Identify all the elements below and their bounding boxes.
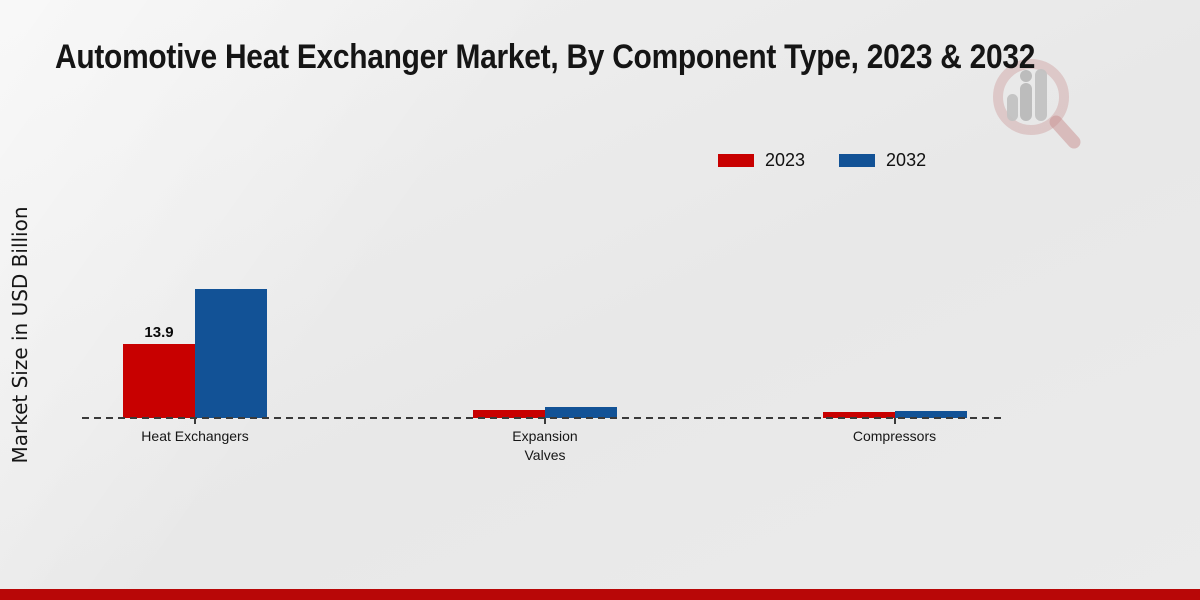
bar-2032-expansion-valves — [545, 407, 617, 418]
legend: 2023 2032 — [718, 150, 926, 171]
plot-area: 13.9 — [82, 150, 1005, 419]
bar-2032-heat-exchangers — [195, 289, 267, 418]
legend-swatch-2032 — [839, 154, 876, 167]
zero-baseline — [82, 417, 1005, 419]
bar-value-label: 13.9 — [144, 324, 174, 341]
bar-group-compressors — [822, 411, 967, 418]
legend-label: 2023 — [765, 150, 806, 170]
y-axis-label: Market Size in USD Billion — [8, 206, 32, 464]
legend-item-2032: 2032 — [839, 150, 926, 171]
bar-2023-heat-exchangers: 13.9 — [123, 324, 195, 418]
bar-group-expansion-valves — [473, 407, 617, 418]
legend-label: 2032 — [886, 150, 927, 170]
x-category-label-compressors: Compressors — [852, 428, 937, 444]
bar-group-heat-exchangers: 13.9 — [123, 289, 267, 418]
legend-item-2023: 2023 — [718, 150, 805, 171]
bar-2023-expansion-valves — [473, 410, 545, 418]
chart-title: Automotive Heat Exchanger Market, By Com… — [55, 38, 1036, 76]
x-category-label-expansion-valves: Expansion Valves — [512, 428, 578, 463]
footer-accent-band — [0, 589, 1200, 600]
magnifier-bar-chart-logo-icon — [993, 59, 1081, 149]
bar-2023-compressors — [822, 412, 895, 418]
legend-swatch-2023 — [718, 154, 754, 167]
x-category-label-heat-exchangers: Heat Exchangers — [141, 428, 249, 444]
bar-2032-compressors — [894, 411, 967, 418]
